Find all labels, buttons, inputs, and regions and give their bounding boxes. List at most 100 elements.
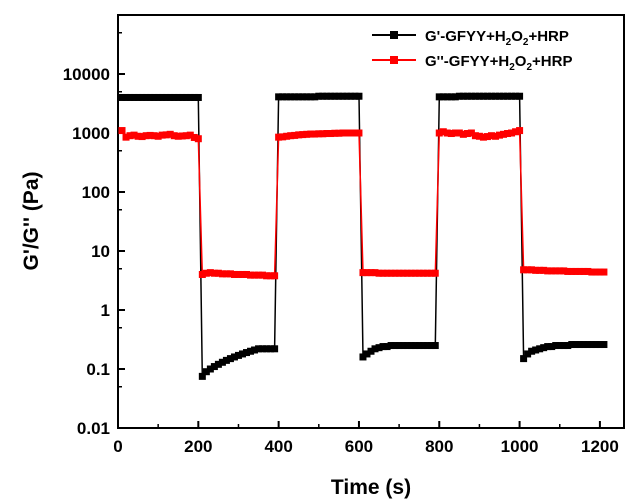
- y-tick-label: 10: [91, 242, 110, 261]
- data-point: [226, 270, 234, 278]
- data-point: [238, 350, 246, 358]
- data-point: [447, 130, 455, 138]
- data-point: [275, 133, 283, 141]
- data-point: [568, 267, 576, 275]
- data-point: [230, 353, 238, 361]
- data-point: [283, 93, 291, 101]
- data-point: [580, 267, 588, 275]
- data-point: [194, 135, 202, 143]
- data-point: [182, 93, 190, 101]
- data-point: [423, 269, 431, 277]
- data-point: [487, 92, 495, 100]
- data-point: [247, 347, 255, 355]
- x-tick-label: 600: [345, 437, 373, 456]
- data-point: [592, 268, 600, 276]
- data-point: [568, 341, 576, 349]
- data-point: [431, 342, 439, 350]
- legend-label-part: 2: [506, 37, 512, 48]
- legend-label-part: O: [511, 28, 523, 45]
- data-point: [307, 130, 315, 138]
- data-point: [339, 92, 347, 100]
- data-point: [146, 131, 154, 139]
- data-point: [572, 267, 580, 275]
- data-point: [222, 270, 230, 278]
- data-point: [375, 269, 383, 277]
- y-tick-label: 0.1: [86, 360, 110, 379]
- data-point: [435, 129, 443, 137]
- legend-label: G'-GFYY+H2O2+HRP: [425, 28, 569, 48]
- data-point: [150, 93, 158, 101]
- axis-ticks: [117, 32, 601, 429]
- data-point: [532, 346, 540, 354]
- data-point: [287, 93, 295, 101]
- data-point: [243, 270, 251, 278]
- data-point: [588, 341, 596, 349]
- data-point: [371, 269, 379, 277]
- data-point: [483, 92, 491, 100]
- data-point: [411, 342, 419, 350]
- data-point: [415, 269, 423, 277]
- data-point: [548, 343, 556, 351]
- data-point: [524, 350, 532, 358]
- legend-label-part: G'-GFYY+H: [425, 28, 506, 45]
- data-point: [371, 345, 379, 353]
- data-point: [174, 132, 182, 140]
- data-point: [471, 132, 479, 140]
- data-point: [202, 368, 210, 376]
- data-point: [255, 271, 263, 279]
- data-point: [186, 131, 194, 139]
- data-point: [291, 93, 299, 101]
- data-point: [500, 92, 508, 100]
- data-point: [335, 129, 343, 137]
- data-point: [355, 129, 363, 137]
- legend-entry: G''-GFYY+H2O2+HRP: [372, 53, 572, 73]
- data-point: [431, 269, 439, 277]
- data-point: [548, 267, 556, 275]
- y-tick-label: 0.01: [77, 419, 110, 438]
- data-point: [190, 93, 198, 101]
- data-point: [419, 342, 427, 350]
- legend-label: G''-GFYY+H2O2+HRP: [425, 53, 572, 73]
- data-point: [423, 342, 431, 350]
- data-point: [544, 343, 552, 351]
- series-layer: [118, 92, 608, 380]
- series-line: [121, 129, 604, 277]
- data-point: [315, 92, 323, 100]
- data-point: [552, 342, 560, 350]
- data-point: [455, 92, 463, 100]
- data-point: [331, 92, 339, 100]
- data-point: [319, 130, 327, 138]
- data-point: [391, 342, 399, 350]
- data-point: [218, 358, 226, 366]
- data-point: [383, 269, 391, 277]
- data-point: [383, 343, 391, 351]
- data-point: [536, 345, 544, 353]
- data-point: [142, 93, 150, 101]
- plot-frame: [117, 14, 625, 429]
- data-point: [471, 92, 479, 100]
- data-point: [271, 345, 279, 353]
- data-point: [459, 92, 467, 100]
- data-point: [142, 132, 150, 140]
- data-point: [283, 132, 291, 140]
- data-point: [230, 270, 238, 278]
- data-point: [439, 93, 447, 101]
- x-tick-label: 800: [425, 437, 453, 456]
- data-point: [600, 341, 608, 349]
- y-axis-title: G'/G'' (Pa): [20, 172, 43, 271]
- data-point: [375, 344, 383, 352]
- data-point: [347, 92, 355, 100]
- data-point: [379, 269, 387, 277]
- data-point: [122, 93, 130, 101]
- data-point: [154, 93, 162, 101]
- data-point: [403, 269, 411, 277]
- data-point: [323, 92, 331, 100]
- data-point: [166, 130, 174, 138]
- data-point: [363, 350, 371, 358]
- legend-label-part: +HRP: [528, 28, 568, 45]
- data-point: [158, 93, 166, 101]
- data-point: [504, 130, 512, 138]
- data-point: [243, 349, 251, 357]
- data-point: [600, 268, 608, 276]
